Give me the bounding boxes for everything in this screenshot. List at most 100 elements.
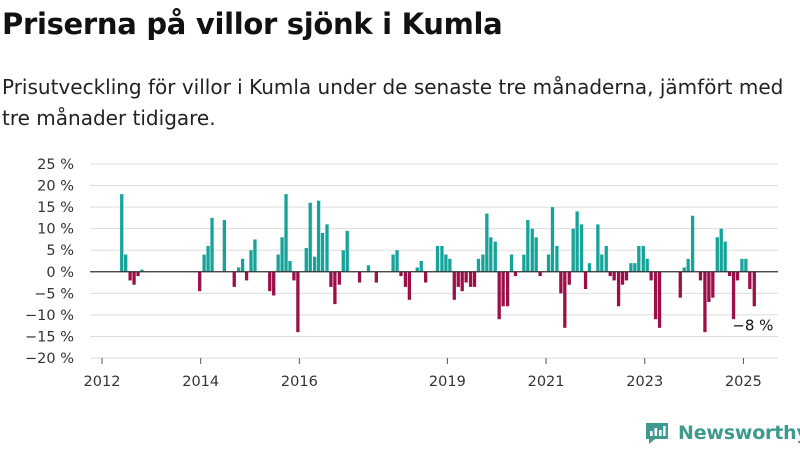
bar xyxy=(563,271,567,328)
bar xyxy=(276,254,280,272)
bar xyxy=(280,237,284,272)
bar xyxy=(403,271,408,287)
bar xyxy=(202,254,206,272)
bar xyxy=(472,271,477,287)
bar xyxy=(735,271,740,281)
bar xyxy=(711,271,715,298)
bar xyxy=(124,254,128,272)
bar xyxy=(682,267,686,272)
bar xyxy=(657,271,662,328)
bar xyxy=(703,271,707,333)
bar xyxy=(690,215,695,272)
bar xyxy=(284,194,288,272)
x-tick-label: 2016 xyxy=(281,374,318,390)
bar xyxy=(468,271,473,287)
newsworthy-logo-icon xyxy=(646,423,668,444)
bar xyxy=(308,202,312,272)
x-tick-label: 2023 xyxy=(626,374,663,390)
bars xyxy=(120,194,756,333)
bar xyxy=(456,271,460,287)
bar xyxy=(325,224,329,272)
bar xyxy=(727,271,732,277)
bar-chart: −20 % −15 % −10 % −5 % 0 % 5 % 10 % 15 % 20 % 25 … xyxy=(25,157,778,390)
x-tick-label: 2025 xyxy=(725,374,762,390)
bar xyxy=(559,271,563,294)
bar xyxy=(616,271,621,307)
bar xyxy=(538,271,542,277)
bar xyxy=(240,258,245,272)
bar xyxy=(140,269,144,272)
x-tick-label: 2012 xyxy=(84,374,121,390)
bar xyxy=(249,250,253,272)
bar xyxy=(132,271,136,285)
grid-lines xyxy=(90,163,778,359)
bar xyxy=(493,241,497,272)
bar xyxy=(448,258,452,272)
axes xyxy=(90,271,778,364)
bar xyxy=(210,217,214,272)
bar xyxy=(272,271,276,296)
bar xyxy=(464,271,468,283)
bar xyxy=(452,271,456,300)
x-tick-label: 2014 xyxy=(182,374,219,390)
bar xyxy=(313,256,317,272)
bar xyxy=(288,261,292,272)
chart-title: Priserna på villor sjönk i Kumla xyxy=(2,7,503,41)
bar xyxy=(575,211,579,272)
bar xyxy=(530,228,534,272)
bar xyxy=(424,271,428,283)
bar xyxy=(136,271,140,277)
x-tick-label: 2021 xyxy=(528,374,565,390)
brand-name: Newsworthy xyxy=(678,422,800,444)
bar xyxy=(198,271,202,292)
bar xyxy=(624,271,629,281)
bar xyxy=(244,271,249,281)
bar xyxy=(641,245,645,272)
bar xyxy=(476,258,481,272)
bar xyxy=(391,254,395,272)
bar xyxy=(460,271,464,292)
bar xyxy=(707,271,711,302)
y-tick-label: 15 % xyxy=(37,200,74,216)
bar xyxy=(232,271,236,287)
bar xyxy=(481,254,485,272)
bar xyxy=(320,232,325,272)
annotation-last-value: −8 % xyxy=(732,316,773,334)
bar xyxy=(653,271,658,320)
bar xyxy=(583,271,588,290)
bar xyxy=(341,250,345,272)
y-tick-label: 20 % xyxy=(37,179,74,195)
y-tick-label: 0 % xyxy=(46,265,74,281)
bar xyxy=(374,271,378,283)
bar xyxy=(596,224,600,272)
bar xyxy=(222,220,227,272)
bar xyxy=(649,271,653,281)
bar xyxy=(513,271,518,277)
bar xyxy=(645,258,649,272)
bar xyxy=(620,271,625,285)
bar xyxy=(587,263,592,272)
bar xyxy=(637,245,641,272)
bar xyxy=(723,241,727,272)
newsworthy-logo[interactable]: Newsworthy xyxy=(643,418,800,448)
bar xyxy=(419,261,423,272)
bar xyxy=(752,271,756,307)
bar xyxy=(719,228,723,272)
y-tick-label: 25 % xyxy=(37,157,74,173)
y-tick-label: −10 % xyxy=(25,308,74,324)
bar xyxy=(505,271,510,307)
bar xyxy=(316,200,321,272)
bar xyxy=(567,271,571,285)
bar xyxy=(497,271,501,320)
bar xyxy=(633,263,637,272)
bar xyxy=(296,271,300,333)
bar xyxy=(345,230,349,272)
bar xyxy=(407,271,412,300)
x-tick-label: 2019 xyxy=(429,374,466,390)
bar xyxy=(268,271,272,292)
chart-subtitle: Prisutveckling för villor i Kumla under … xyxy=(2,75,784,130)
bar xyxy=(435,245,440,272)
bar xyxy=(333,271,337,305)
bar xyxy=(304,248,308,272)
bar xyxy=(715,237,719,272)
